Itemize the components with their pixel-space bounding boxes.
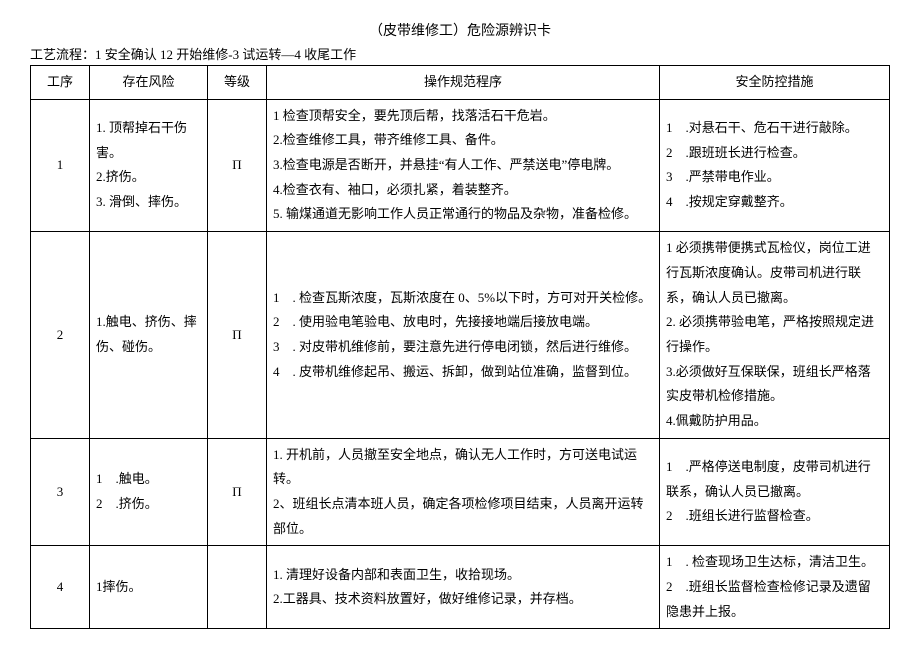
cell-op: 1 检查顶帮安全，要先顶后帮，找落活石干危岩。 2.检查维修工具，带齐维修工具、… <box>267 99 660 231</box>
cell-op: 1 . 检查瓦斯浓度，瓦斯浓度在 0、5%以下时，方可对开关检修。 2 . 使用… <box>267 232 660 439</box>
header-safe: 安全防控措施 <box>660 66 890 100</box>
cell-op: 1. 开机前，人员撤至安全地点，确认无人工作时，方可送电试运转。 2、班组长点清… <box>267 438 660 546</box>
cell-step: 4 <box>31 546 90 629</box>
cell-grade: Π <box>208 438 267 546</box>
cell-risk: 1. 顶帮掉石干伤害。 2.挤伤。 3. 滑倒、摔伤。 <box>90 99 208 231</box>
cell-step: 3 <box>31 438 90 546</box>
header-op: 操作规范程序 <box>267 66 660 100</box>
cell-step: 1 <box>31 99 90 231</box>
cell-safe: 1 .对悬石干、危石干进行敲除。 2 .跟班班长进行检查。 3 .严禁带电作业。… <box>660 99 890 231</box>
table-row: 2 1.触电、挤伤、摔伤、碰伤。 Π 1 . 检查瓦斯浓度，瓦斯浓度在 0、5%… <box>31 232 890 439</box>
header-row: 工序 存在风险 等级 操作规范程序 安全防控措施 <box>31 66 890 100</box>
table-row: 1 1. 顶帮掉石干伤害。 2.挤伤。 3. 滑倒、摔伤。 Π 1 检查顶帮安全… <box>31 99 890 231</box>
header-step: 工序 <box>31 66 90 100</box>
cell-safe: 1 .严格停送电制度，皮带司机进行联系，确认人员已撤离。 2 .班组长进行监督检… <box>660 438 890 546</box>
cell-risk: 1 .触电。 2 .挤伤。 <box>90 438 208 546</box>
cell-safe: 1 必须携带便携式瓦检仪，岗位工进行瓦斯浓度确认。皮带司机进行联系，确认人员已撤… <box>660 232 890 439</box>
cell-risk: 1摔伤。 <box>90 546 208 629</box>
cell-risk: 1.触电、挤伤、摔伤、碰伤。 <box>90 232 208 439</box>
process-flow: 工艺流程：1 安全确认 12 开始维修-3 试运转—4 收尾工作 <box>30 44 890 63</box>
cell-grade <box>208 546 267 629</box>
header-grade: 等级 <box>208 66 267 100</box>
hazard-table: 工序 存在风险 等级 操作规范程序 安全防控措施 1 1. 顶帮掉石干伤害。 2… <box>30 65 890 629</box>
cell-grade: Π <box>208 232 267 439</box>
header-risk: 存在风险 <box>90 66 208 100</box>
cell-grade: Π <box>208 99 267 231</box>
cell-op: 1. 清理好设备内部和表面卫生，收拾现场。 2.工器具、技术资料放置好，做好维修… <box>267 546 660 629</box>
table-row: 4 1摔伤。 1. 清理好设备内部和表面卫生，收拾现场。 2.工器具、技术资料放… <box>31 546 890 629</box>
cell-step: 2 <box>31 232 90 439</box>
table-row: 3 1 .触电。 2 .挤伤。 Π 1. 开机前，人员撤至安全地点，确认无人工作… <box>31 438 890 546</box>
page-title: （皮带维修工）危险源辨识卡 <box>30 20 890 40</box>
cell-safe: 1 . 检查现场卫生达标，清洁卫生。 2 .班组长监督检查检修记录及遗留隐患并上… <box>660 546 890 629</box>
